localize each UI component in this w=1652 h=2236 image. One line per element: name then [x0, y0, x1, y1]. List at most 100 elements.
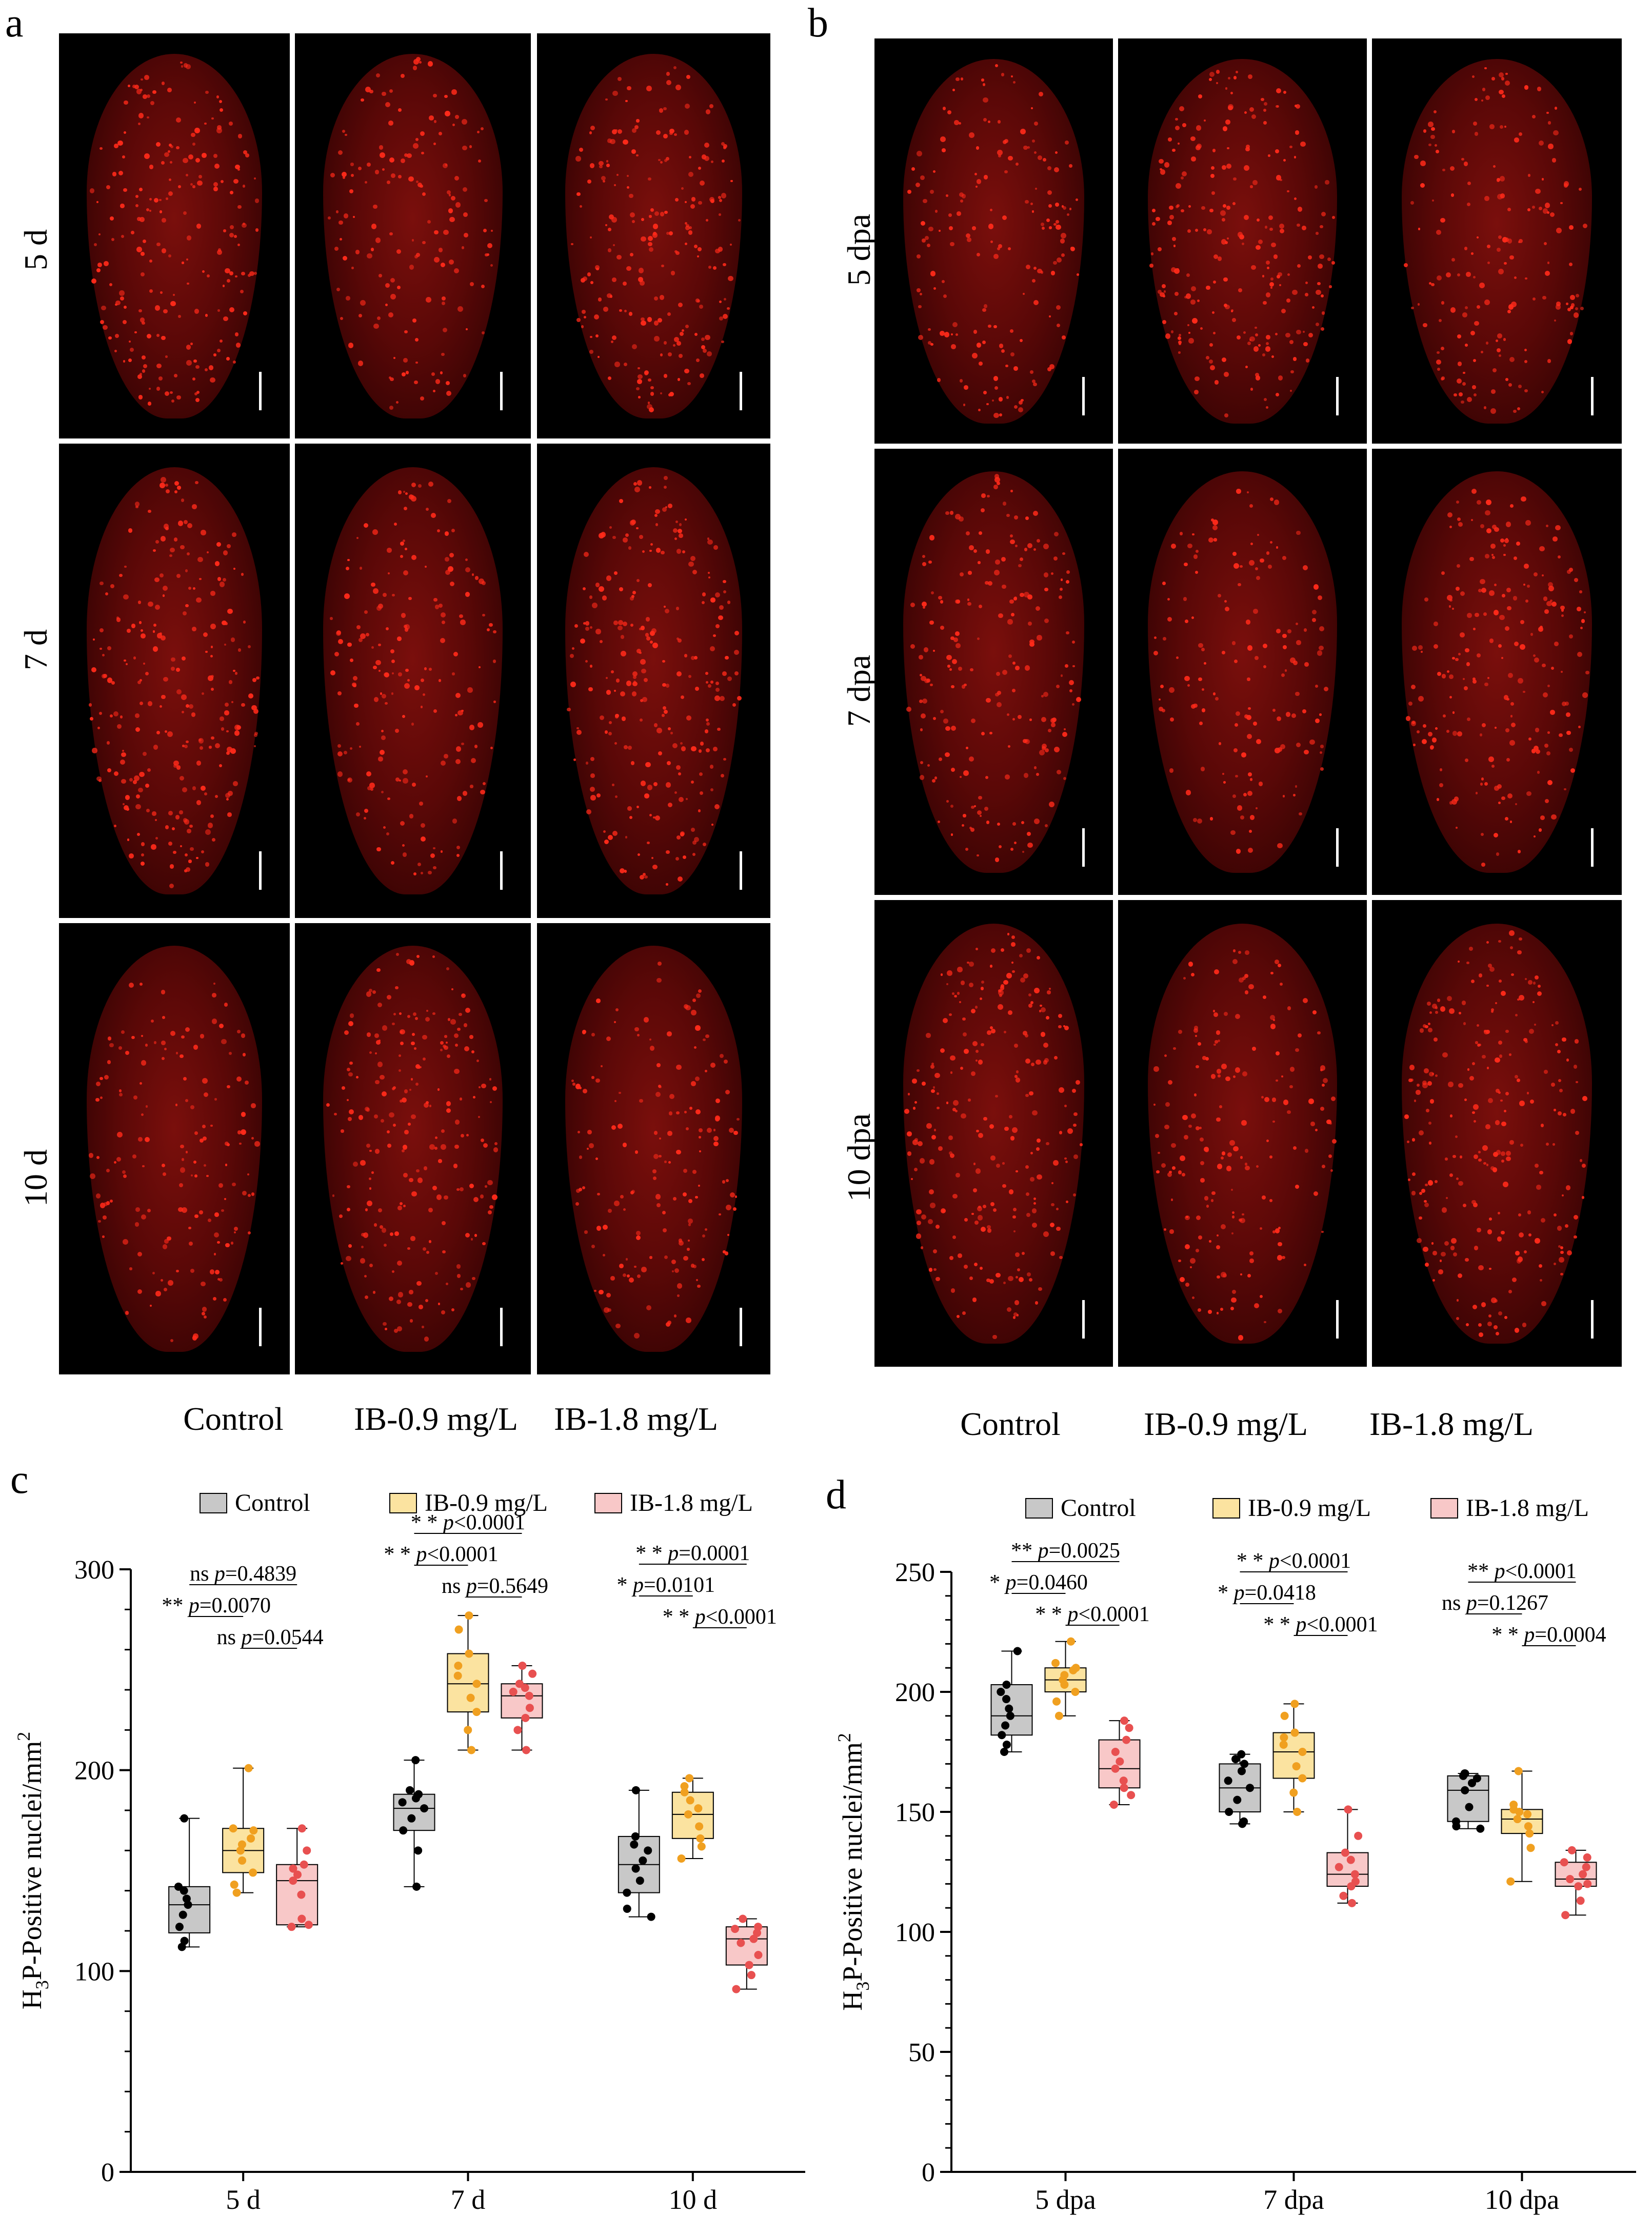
nucleus-dot	[1451, 130, 1456, 133]
nucleus-dot	[708, 576, 710, 578]
nucleus-dot	[163, 1244, 168, 1249]
nucleus-dot	[954, 514, 961, 520]
nucleus-dot	[1036, 773, 1039, 776]
nucleus-dot	[381, 730, 384, 733]
nucleus-dot	[203, 632, 208, 637]
nucleus-dot	[347, 642, 352, 647]
nucleus-dot	[1060, 578, 1063, 581]
nucleus-dot	[425, 1101, 429, 1105]
data-point	[1567, 1846, 1576, 1854]
nucleus-dot	[649, 550, 652, 552]
nucleus-dot	[1474, 132, 1479, 136]
nucleus-dot	[671, 1260, 676, 1265]
nucleus-dot	[122, 1239, 128, 1245]
nucleus-dot	[392, 1022, 395, 1026]
nucleus-dot	[1188, 338, 1194, 344]
nucleus-dot	[1441, 1207, 1447, 1213]
nucleus-dot	[397, 1292, 404, 1297]
nucleus-dot	[682, 550, 685, 554]
nucleus-dot	[649, 1039, 652, 1041]
nucleus-dot	[210, 814, 214, 818]
nucleus-dot	[156, 242, 161, 246]
nucleus-dot	[1452, 731, 1457, 736]
nucleus-dot	[1509, 356, 1515, 363]
nucleus-dot	[1303, 1263, 1306, 1266]
nucleus-dot	[958, 1253, 962, 1258]
nucleus-dot	[1056, 224, 1061, 230]
nucleus-dot	[202, 692, 205, 695]
nucleus-dot	[933, 170, 936, 173]
nucleus-dot	[1029, 718, 1032, 721]
nucleus-dot	[1010, 539, 1015, 545]
nucleus-dot	[1507, 238, 1512, 244]
nucleus-dot	[149, 1304, 152, 1307]
data-point	[518, 1662, 527, 1670]
nucleus-dot	[1273, 500, 1280, 505]
nucleus-dot	[129, 777, 133, 782]
nucleus-dot	[1579, 1159, 1583, 1162]
nucleus-dot	[459, 1187, 464, 1192]
nucleus-dot	[626, 174, 629, 177]
nucleus-dot	[707, 1128, 712, 1133]
nucleus-dot	[192, 786, 196, 790]
nucleus-dot	[212, 993, 216, 997]
nucleus-dot	[487, 1180, 493, 1186]
nucleus-dot	[1030, 107, 1033, 109]
nucleus-dot	[619, 498, 623, 503]
nucleus-dot	[388, 312, 394, 317]
nucleus-dot	[997, 823, 1001, 826]
nucleus-dot	[1027, 146, 1030, 149]
nucleus-dot	[187, 282, 189, 285]
nucleus-dot	[712, 746, 718, 751]
nucleus-dot	[1477, 1227, 1482, 1232]
nucleus-dot	[1262, 275, 1265, 277]
nucleus-dot	[1023, 973, 1029, 979]
data-point	[1001, 1721, 1010, 1730]
nucleus-dot	[1283, 1100, 1289, 1106]
scale-bar	[1082, 1300, 1085, 1339]
nucleus-dot	[606, 160, 609, 163]
nucleus-dot	[203, 1315, 207, 1319]
nucleus-dot	[168, 1280, 174, 1286]
nucleus-dot	[1455, 657, 1459, 662]
data-point	[229, 1824, 237, 1833]
nucleus-dot	[214, 1212, 219, 1217]
nucleus-dot	[1200, 1161, 1205, 1166]
nucleus-dot	[665, 156, 669, 161]
nucleus-dot	[233, 361, 236, 364]
nucleus-dot	[1293, 155, 1297, 158]
nucleus-dot	[968, 962, 974, 967]
nucleus-dot	[1550, 666, 1555, 670]
nucleus-dot	[181, 1158, 184, 1161]
nucleus-dot	[416, 1281, 422, 1286]
nucleus-dot	[1236, 335, 1241, 340]
nucleus-dot	[1041, 1007, 1046, 1013]
nucleus-dot	[612, 784, 614, 786]
nucleus-dot	[1565, 1224, 1569, 1228]
nucleus-dot	[1152, 222, 1156, 226]
nucleus-dot	[1525, 1040, 1528, 1043]
nucleus-dot	[1517, 1256, 1523, 1262]
nucleus-dot	[1528, 737, 1531, 741]
nucleus-dot	[937, 1092, 940, 1095]
nucleus-dot	[1409, 1065, 1415, 1070]
y-tick-label: 100	[74, 1957, 114, 1986]
nucleus-dot	[1477, 305, 1481, 309]
nucleus-dot	[978, 561, 981, 564]
nucleus-dot	[1458, 1181, 1463, 1186]
nucleus-dot	[440, 1048, 443, 1051]
nucleus-dot	[1158, 1151, 1160, 1154]
nucleus-dot	[1428, 122, 1434, 127]
nucleus-dot	[667, 1320, 672, 1325]
nucleus-dot	[629, 1277, 634, 1283]
nucleus-dot	[1506, 538, 1508, 541]
nucleus-dot	[969, 827, 972, 830]
nucleus-dot	[343, 213, 348, 218]
nucleus-dot	[929, 620, 934, 625]
nucleus-dot	[211, 1019, 217, 1024]
nucleus-dot	[226, 797, 229, 801]
nucleus-dot	[340, 1262, 343, 1265]
nucleus-dot	[681, 746, 686, 751]
nucleus-dot	[924, 235, 929, 240]
nucleus-dot	[145, 671, 149, 675]
